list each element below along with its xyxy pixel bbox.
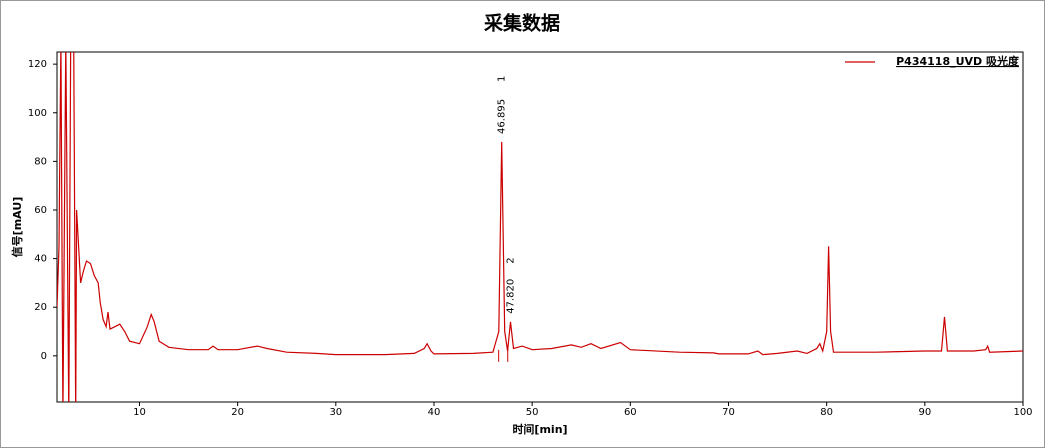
chart-title: 采集数据 bbox=[484, 12, 560, 35]
x-tick-label: 50 bbox=[526, 407, 539, 418]
y-tick-label: 0 bbox=[41, 351, 47, 362]
legend-label: P434118_UVD 吸光度 bbox=[896, 54, 1020, 68]
x-axis-label: 时间[min] bbox=[512, 422, 567, 436]
x-tick-label: 90 bbox=[918, 407, 931, 418]
peak-number: 2 bbox=[506, 257, 517, 263]
x-tick-label: 60 bbox=[624, 407, 637, 418]
x-tick-label: 80 bbox=[820, 407, 833, 418]
x-tick-label: 40 bbox=[428, 407, 441, 418]
y-tick-label: 60 bbox=[34, 205, 47, 216]
y-tick-label: 100 bbox=[28, 108, 47, 119]
x-tick-label: 30 bbox=[329, 407, 342, 418]
y-tick-label: 80 bbox=[34, 156, 47, 167]
peak-label: 46.895 bbox=[497, 99, 508, 134]
y-axis-label: 信号[mAU] bbox=[10, 197, 24, 258]
x-tick-label: 20 bbox=[231, 407, 244, 418]
x-tick-label: 70 bbox=[722, 407, 735, 418]
y-tick-label: 120 bbox=[28, 59, 47, 70]
x-tick-label: 100 bbox=[1013, 407, 1032, 418]
x-tick-label: 10 bbox=[133, 407, 146, 418]
peak-number: 1 bbox=[497, 76, 508, 82]
peak-label: 47.820 bbox=[506, 279, 517, 314]
plot-area bbox=[56, 51, 1024, 403]
series-group bbox=[57, 52, 1023, 402]
y-tick-label: 20 bbox=[34, 302, 47, 313]
y-tick-label: 40 bbox=[34, 254, 47, 265]
series-line bbox=[57, 52, 1023, 402]
